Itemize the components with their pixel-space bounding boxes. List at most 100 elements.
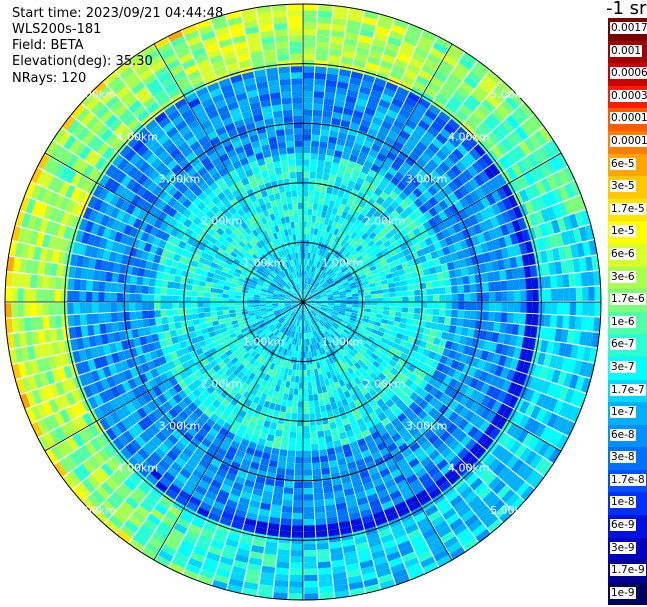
beta-gate-cell <box>442 348 451 358</box>
beta-gate-cell <box>201 438 212 448</box>
beta-gate-cell <box>476 253 486 264</box>
beta-gate-cell <box>242 286 249 291</box>
beta-gate-cell <box>260 290 267 295</box>
beta-gate-cell <box>125 496 139 510</box>
beta-gate-cell <box>312 462 321 470</box>
beta-gate-cell <box>227 328 235 335</box>
beta-gate-cell <box>348 401 357 410</box>
beta-gate-cell <box>338 431 348 440</box>
beta-gate-cell <box>435 330 443 339</box>
beta-gate-cell <box>225 321 233 327</box>
beta-gate-cell <box>121 212 132 224</box>
beta-gate-cell <box>381 368 390 377</box>
beta-gate-cell <box>24 317 32 332</box>
beta-gate-cell <box>546 382 557 397</box>
beta-gate-cell <box>291 325 296 332</box>
beta-gate-cell <box>358 304 365 309</box>
beta-gate-cell <box>413 313 421 320</box>
beta-gate-cell <box>303 537 316 545</box>
beta-gate-cell <box>290 356 295 364</box>
beta-gate-cell <box>272 350 278 358</box>
beta-gate-cell <box>275 351 281 359</box>
beta-gate-cell <box>424 321 432 329</box>
beta-gate-cell <box>272 377 279 385</box>
beta-gate-cell <box>397 540 412 551</box>
beta-gate-cell <box>317 229 322 236</box>
beta-gate-cell <box>364 107 376 117</box>
beta-gate-cell <box>348 279 356 285</box>
beta-gate-cell <box>515 335 524 348</box>
beta-gate-cell <box>533 251 542 265</box>
beta-gate-cell <box>440 531 456 544</box>
beta-gate-cell <box>322 282 329 288</box>
beta-gate-cell <box>450 233 460 244</box>
beta-gate-cell <box>173 522 188 535</box>
beta-gate-cell <box>296 313 300 320</box>
beta-gate-cell <box>304 314 306 321</box>
beta-gate-cell <box>332 571 347 580</box>
beta-gate-cell <box>328 335 335 343</box>
beta-gate-cell <box>422 414 433 425</box>
beta-gate-cell <box>136 465 150 478</box>
beta-gate-cell <box>232 349 241 357</box>
beta-gate-cell <box>467 226 477 237</box>
beta-gate-cell <box>414 103 428 115</box>
beta-gate-cell <box>177 545 192 558</box>
beta-gate-cell <box>321 326 327 333</box>
beta-gate-cell <box>446 541 462 555</box>
beta-gate-cell <box>251 276 259 282</box>
beta-gate-cell <box>377 302 384 306</box>
beta-gate-cell <box>426 366 436 376</box>
beta-gate-cell <box>220 483 232 494</box>
beta-gate-cell <box>312 109 323 117</box>
beta-gate-cell <box>513 384 524 398</box>
beta-gate-cell <box>195 540 210 552</box>
beta-gate-cell <box>459 335 467 345</box>
beta-gate-cell <box>354 53 368 62</box>
beta-gate-cell <box>397 269 405 276</box>
beta-gate-cell <box>453 380 464 392</box>
beta-gate-cell <box>291 331 295 338</box>
beta-gate-cell <box>386 389 396 399</box>
beta-gate-cell <box>412 539 428 552</box>
beta-gate-cell <box>364 305 372 309</box>
beta-gate-cell <box>125 178 137 191</box>
beta-gate-cell <box>375 196 385 206</box>
beta-gate-cell <box>342 544 356 554</box>
beta-gate-cell <box>322 372 328 380</box>
beta-gate-cell <box>345 213 353 222</box>
beta-gate-cell <box>307 292 312 298</box>
beta-gate-cell <box>378 573 394 584</box>
beta-gate-cell <box>308 296 315 300</box>
beta-gate-cell <box>332 388 339 397</box>
beta-gate-cell <box>289 431 297 439</box>
beta-gate-cell <box>220 327 228 334</box>
beta-gate-cell <box>204 469 216 480</box>
beta-gate-cell <box>336 508 349 517</box>
beta-gate-cell <box>452 148 464 161</box>
beta-gate-cell <box>436 248 445 258</box>
beta-gate-cell <box>418 494 432 506</box>
beta-gate-cell <box>312 309 319 314</box>
beta-gate-cell <box>329 226 336 234</box>
beta-gate-cell <box>510 497 525 512</box>
beta-gate-cell <box>550 156 563 172</box>
beta-gate-cell <box>580 316 589 331</box>
beta-gate-cell <box>360 261 368 268</box>
beta-gate-cell <box>269 348 276 356</box>
beta-gate-cell <box>276 555 290 563</box>
beta-gate-cell <box>160 309 168 317</box>
beta-gate-cell <box>405 355 414 364</box>
beta-gate-cell <box>317 242 322 249</box>
beta-gate-cell <box>115 209 126 222</box>
beta-gate-cell <box>445 286 452 294</box>
beta-gate-cell <box>336 282 343 287</box>
beta-gate-cell <box>337 313 345 318</box>
beta-gate-cell <box>173 342 182 351</box>
beta-gate-cell <box>280 518 292 526</box>
beta-gate-cell <box>269 314 276 319</box>
beta-gate-cell <box>485 410 497 423</box>
beta-gate-cell <box>588 286 595 301</box>
beta-gate-cell <box>42 416 55 432</box>
beta-gate-cell <box>354 377 362 386</box>
